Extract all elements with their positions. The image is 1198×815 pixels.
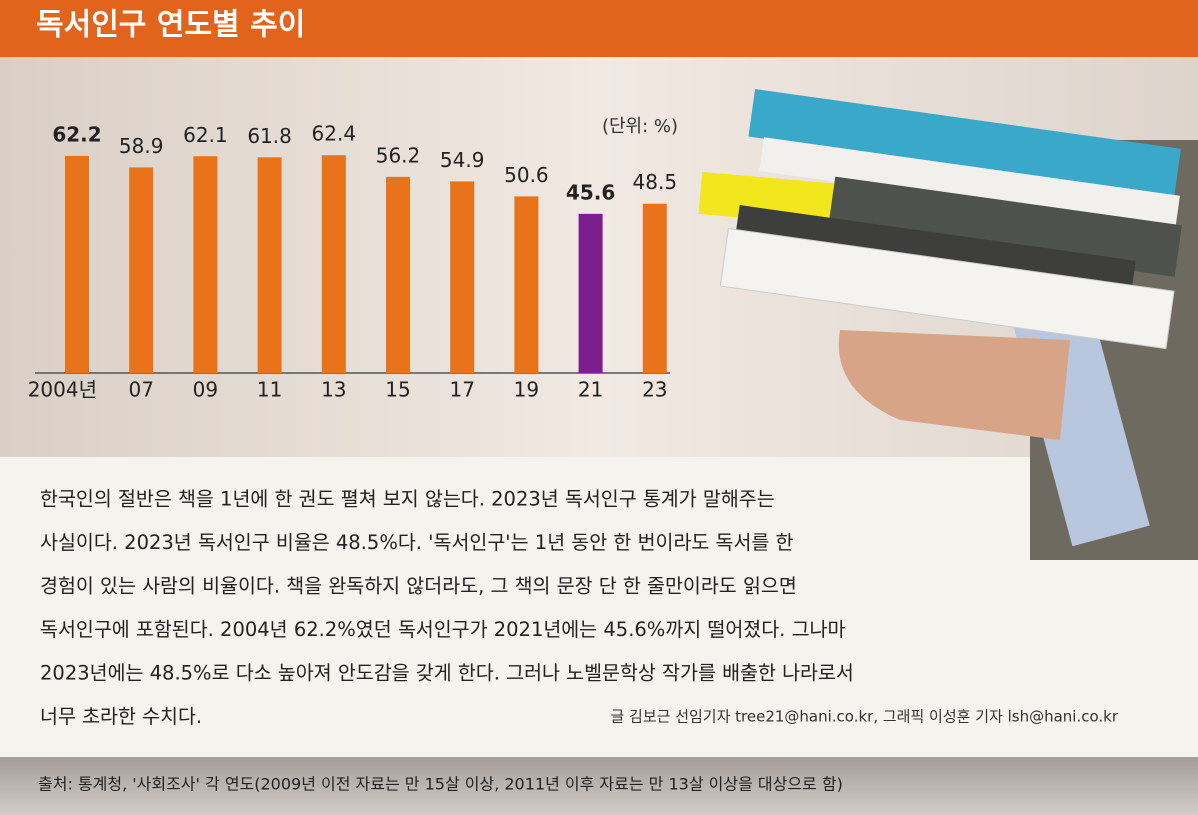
x-tick-label: 07 — [128, 378, 153, 402]
x-tick-label: 11 — [257, 378, 282, 402]
bar — [578, 213, 603, 373]
bar — [450, 181, 475, 373]
books-illustration — [698, 88, 1198, 560]
value-label: 62.2 — [52, 122, 101, 146]
unit-label: (단위: %) — [602, 116, 678, 137]
value-label: 61.8 — [247, 124, 292, 148]
bar — [642, 203, 667, 373]
bar — [129, 167, 154, 373]
x-tick-label: 21 — [578, 378, 603, 402]
x-tick-label: 13 — [321, 378, 346, 402]
title-bar — [0, 0, 1198, 57]
value-label: 56.2 — [376, 143, 421, 167]
bar — [321, 155, 346, 373]
bar — [386, 176, 410, 373]
value-label: 50.6 — [504, 163, 549, 187]
title: 독서인구 연도별 추이 — [36, 8, 305, 43]
value-label: 58.9 — [119, 134, 164, 158]
body-line: 경험이 있는 사람의 비율이다. 책을 완독하지 않더라도, 그 책의 문장 단… — [40, 575, 797, 598]
x-tick-label: 23 — [642, 378, 667, 402]
x-tick-label: 2004년 — [28, 378, 97, 402]
body-line: 독서인구에 포함된다. 2004년 62.2%였던 독서인구가 2021년에는 … — [40, 618, 845, 641]
value-label: 62.1 — [183, 123, 228, 147]
bar — [65, 155, 89, 373]
body-line: 한국인의 절반은 책을 1년에 한 권도 펼쳐 보지 않는다. 2023년 독서… — [40, 488, 775, 511]
bar — [257, 157, 282, 373]
body-line: 너무 초라한 수치다. — [40, 705, 202, 728]
byline: 글 김보근 선임기자 tree21@hani.co.kr, 그래픽 이성훈 기자… — [610, 708, 1118, 726]
x-tick-label: 19 — [514, 378, 539, 402]
body-line: 사실이다. 2023년 독서인구 비율은 48.5%다. '독서인구'는 1년 … — [40, 531, 794, 554]
value-label: 48.5 — [633, 170, 678, 194]
source-bar — [0, 757, 1198, 815]
body-line: 2023년에는 48.5%로 다소 높아져 안도감을 갖게 한다. 그러나 노벨… — [40, 662, 854, 685]
bar — [514, 196, 539, 373]
source: 출처: 통계청, '사회조사' 각 연도(2009년 이전 자료는 만 15살 … — [38, 775, 843, 794]
value-label: 45.6 — [566, 180, 615, 204]
value-label: 54.9 — [440, 148, 485, 172]
bar — [193, 156, 218, 373]
x-tick-label: 17 — [449, 378, 474, 402]
x-tick-label: 15 — [385, 378, 410, 402]
x-tick-label: 09 — [193, 378, 218, 402]
value-label: 62.4 — [312, 122, 357, 146]
